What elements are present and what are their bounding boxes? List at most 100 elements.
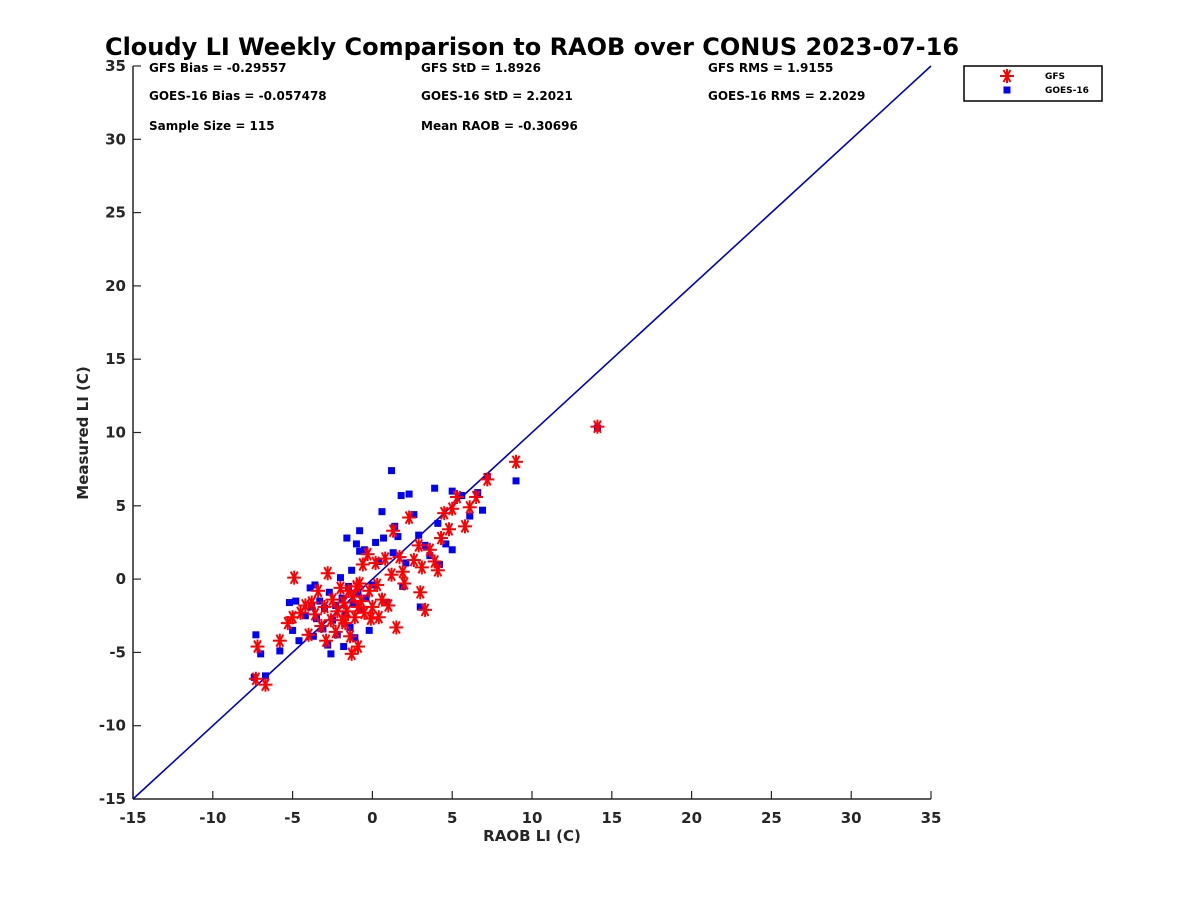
sample-size-text: Sample Size = 115 bbox=[149, 119, 275, 133]
goes-16-point bbox=[352, 540, 360, 548]
gfs-point bbox=[319, 633, 334, 648]
gfs-point bbox=[363, 611, 378, 626]
gfs-point bbox=[370, 577, 385, 592]
gfs-point bbox=[462, 500, 477, 515]
y-tick-label: -5 bbox=[109, 643, 126, 661]
goes-16-point bbox=[388, 467, 396, 475]
y-tick-label: 25 bbox=[105, 204, 126, 222]
goes-16-point bbox=[340, 643, 348, 651]
gfs-point bbox=[389, 620, 404, 635]
goes-16-point bbox=[434, 519, 442, 527]
gfs-point bbox=[457, 519, 472, 534]
goes-16-point bbox=[512, 477, 520, 485]
goes-16-point bbox=[351, 634, 359, 642]
y-axis-label: Measured LI (C) bbox=[74, 366, 92, 499]
goes-16-point bbox=[397, 492, 405, 500]
goes-16-point bbox=[362, 594, 370, 602]
goes-16-point bbox=[348, 566, 356, 574]
goes-rms-text: GOES-16 RMS = 2.2029 bbox=[708, 89, 865, 103]
gfs-point bbox=[285, 610, 300, 625]
goes-16-point bbox=[365, 626, 373, 634]
gfs-bias-text: GFS Bias = -0.29557 bbox=[149, 61, 286, 75]
x-tick-label: 35 bbox=[921, 809, 942, 827]
legend-gfs-marker bbox=[1000, 69, 1014, 83]
goes-std-text: GOES-16 StD = 2.2021 bbox=[421, 89, 573, 103]
goes-16-point bbox=[435, 560, 443, 568]
goes-bias-text: GOES-16 Bias = -0.057478 bbox=[149, 89, 327, 103]
x-tick-label: 5 bbox=[447, 809, 457, 827]
goes-16-point bbox=[458, 492, 466, 500]
goes-16-point bbox=[479, 506, 487, 514]
gfs-point bbox=[344, 646, 359, 661]
gfs-point bbox=[314, 619, 329, 634]
goes-16-point bbox=[276, 647, 284, 655]
y-tick-label: 10 bbox=[105, 424, 126, 442]
gfs-point bbox=[469, 490, 484, 505]
gfs-point bbox=[311, 583, 326, 598]
gfs-point bbox=[343, 629, 358, 644]
legend-goes-16-symbol bbox=[1003, 86, 1011, 94]
goes-16-point bbox=[336, 574, 344, 582]
legend-gfs-label: GFS bbox=[1045, 72, 1065, 82]
gfs-point bbox=[449, 490, 464, 505]
goes-16-point bbox=[448, 546, 456, 554]
gfs-point bbox=[360, 547, 375, 562]
gfs-point bbox=[480, 472, 495, 487]
goes-16-point bbox=[389, 549, 397, 557]
gfs-point bbox=[351, 639, 366, 654]
goes-16-point bbox=[285, 599, 293, 607]
goes-16-point bbox=[415, 531, 423, 539]
goes-16-point bbox=[405, 490, 413, 498]
gfs-point bbox=[411, 538, 426, 553]
gfs-point bbox=[384, 567, 399, 582]
goes-16-point bbox=[325, 588, 333, 596]
gfs-std-text: GFS StD = 1.8926 bbox=[421, 61, 541, 75]
goes-16-point bbox=[378, 508, 386, 516]
gfs-point bbox=[386, 523, 401, 538]
goes-16-point bbox=[356, 527, 364, 535]
gfs-point bbox=[338, 616, 353, 631]
x-tick-label: 0 bbox=[367, 809, 377, 827]
goes-16-point bbox=[252, 631, 260, 639]
goes-16-point bbox=[431, 484, 439, 492]
x-tick-label: 30 bbox=[841, 809, 862, 827]
y-tick-label: 0 bbox=[116, 570, 126, 588]
goes-16-point bbox=[410, 511, 418, 519]
gfs-point bbox=[397, 576, 412, 591]
gfs-point bbox=[445, 501, 460, 516]
goes-16-point bbox=[372, 538, 380, 546]
y-tick-label: 35 bbox=[105, 57, 126, 75]
goes-16-point bbox=[402, 559, 410, 567]
goes-16-point bbox=[306, 584, 314, 592]
gfs-point bbox=[250, 639, 265, 654]
gfs-point bbox=[590, 419, 605, 434]
goes-16-point bbox=[289, 626, 297, 634]
gfs-rms-text: GFS RMS = 1.9155 bbox=[708, 61, 833, 75]
legend-goes-16-marker bbox=[1003, 86, 1011, 94]
y-tick-label: -10 bbox=[99, 717, 126, 735]
x-tick-label: 15 bbox=[601, 809, 622, 827]
gfs-point bbox=[287, 570, 302, 585]
y-tick-label: 20 bbox=[105, 277, 126, 295]
gfs-point bbox=[328, 624, 343, 639]
goes-16-point bbox=[309, 632, 317, 640]
gfs-point bbox=[325, 592, 340, 607]
gfs-point bbox=[434, 531, 449, 546]
legend: GFS GOES-16 bbox=[963, 65, 1103, 102]
gfs-point bbox=[272, 633, 287, 648]
chart-title: Cloudy LI Weekly Comparison to RAOB over… bbox=[105, 33, 959, 61]
goes-16-point bbox=[356, 547, 364, 555]
gfs-point bbox=[333, 580, 348, 595]
y-tick-label: -15 bbox=[99, 790, 126, 808]
gfs-point bbox=[352, 576, 367, 591]
goes-16-point bbox=[292, 597, 300, 605]
gfs-point bbox=[395, 564, 410, 579]
gfs-point bbox=[374, 592, 389, 607]
gfs-point bbox=[298, 598, 313, 613]
gfs-point bbox=[414, 560, 429, 575]
x-axis-ticks: -15 -10 -5 0 5 10 15 20 25 30 35 bbox=[119, 791, 941, 827]
gfs-point bbox=[317, 599, 332, 614]
goes-16-point bbox=[466, 512, 474, 520]
gfs-point bbox=[368, 555, 383, 570]
